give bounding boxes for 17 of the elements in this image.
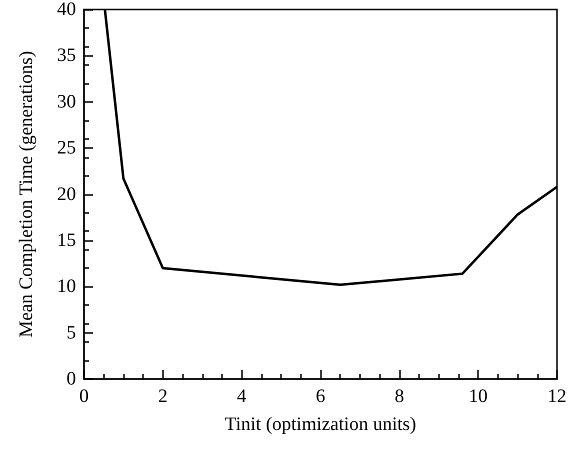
y-tick-label: 15	[57, 230, 76, 251]
x-tick-label: 10	[468, 386, 488, 407]
y-tick-label: 20	[57, 184, 76, 205]
x-tick-label: 2	[158, 386, 168, 407]
x-tick-label: 6	[316, 386, 326, 407]
x-tick-label: 4	[236, 386, 247, 407]
y-tick-label: 30	[57, 91, 76, 112]
y-tick-label: 10	[57, 276, 76, 298]
x-tick-label: 8	[394, 386, 404, 407]
y-tick-label: 0	[66, 368, 76, 390]
y-tick-label: 5	[66, 322, 76, 344]
y-tick-label: 40	[57, 0, 76, 20]
y-axis-title: Mean Completion Time (generations)	[16, 50, 37, 338]
x-axis-title: Tinit (optimization units)	[224, 414, 416, 435]
y-tick-label: 25	[57, 138, 76, 159]
x-tick-label: 12	[548, 386, 566, 407]
y-tick-label: 35	[57, 45, 76, 66]
